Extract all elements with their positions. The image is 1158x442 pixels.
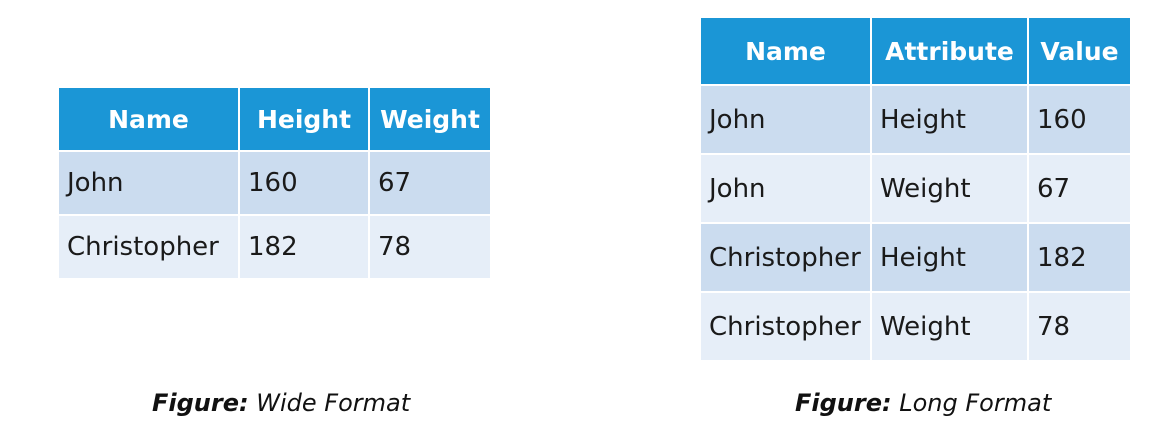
table-row: Christopher 182 78 bbox=[59, 216, 490, 278]
table-header-row: Name Height Weight bbox=[59, 88, 490, 150]
cell-height: 182 bbox=[240, 216, 368, 278]
cell-height: 160 bbox=[240, 152, 368, 214]
cell-attribute: Weight bbox=[872, 293, 1027, 360]
table-row: Christopher Height 182 bbox=[701, 224, 1130, 291]
caption-title: Wide Format bbox=[256, 389, 411, 417]
table-row: John Height 160 bbox=[701, 86, 1130, 153]
cell-value: 182 bbox=[1029, 224, 1130, 291]
cell-attribute: Weight bbox=[872, 155, 1027, 222]
wide-format-table: Name Height Weight John 160 67 Christoph… bbox=[57, 86, 492, 280]
wide-format-caption: Figure: Wide Format bbox=[152, 389, 410, 417]
caption-title: Long Format bbox=[899, 389, 1052, 417]
header-attribute: Attribute bbox=[872, 18, 1027, 84]
cell-name: Christopher bbox=[59, 216, 238, 278]
cell-name: Christopher bbox=[701, 224, 870, 291]
header-value: Value bbox=[1029, 18, 1130, 84]
cell-weight: 78 bbox=[370, 216, 490, 278]
caption-label: Figure: bbox=[795, 389, 892, 417]
long-format-caption: Figure: Long Format bbox=[795, 389, 1051, 417]
header-name: Name bbox=[59, 88, 238, 150]
cell-attribute: Height bbox=[872, 86, 1027, 153]
cell-name: Christopher bbox=[701, 293, 870, 360]
cell-value: 78 bbox=[1029, 293, 1130, 360]
long-format-table: Name Attribute Value John Height 160 Joh… bbox=[699, 16, 1132, 362]
table-header-row: Name Attribute Value bbox=[701, 18, 1130, 84]
header-height: Height bbox=[240, 88, 368, 150]
cell-value: 160 bbox=[1029, 86, 1130, 153]
cell-value: 67 bbox=[1029, 155, 1130, 222]
header-name: Name bbox=[701, 18, 870, 84]
table-row: John 160 67 bbox=[59, 152, 490, 214]
header-weight: Weight bbox=[370, 88, 490, 150]
table-row: Christopher Weight 78 bbox=[701, 293, 1130, 360]
cell-name: John bbox=[59, 152, 238, 214]
cell-name: John bbox=[701, 155, 870, 222]
cell-attribute: Height bbox=[872, 224, 1027, 291]
table-row: John Weight 67 bbox=[701, 155, 1130, 222]
caption-label: Figure: bbox=[152, 389, 249, 417]
cell-name: John bbox=[701, 86, 870, 153]
cell-weight: 67 bbox=[370, 152, 490, 214]
